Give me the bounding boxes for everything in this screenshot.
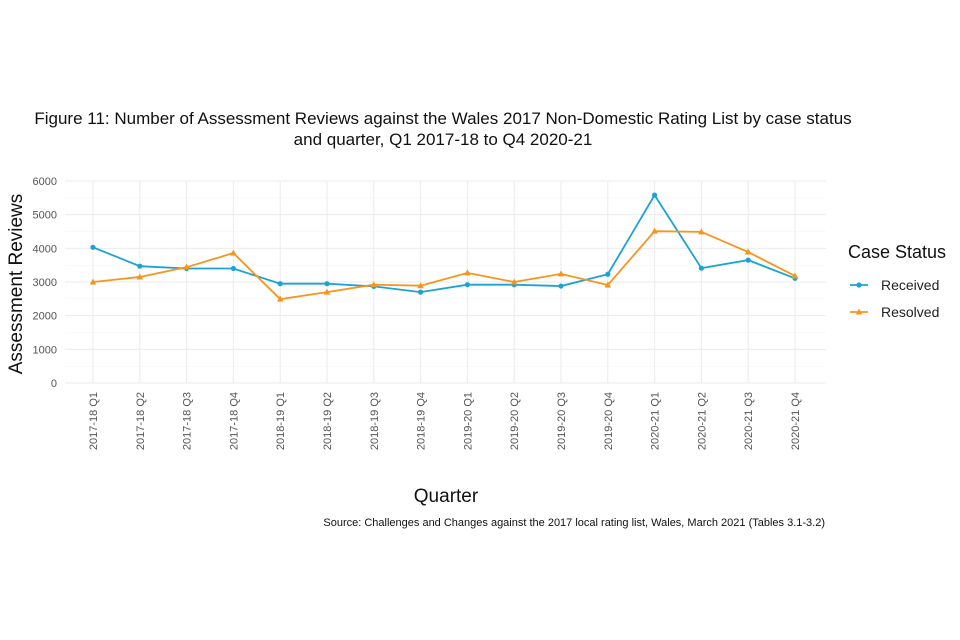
data-point [276,295,284,302]
y-tick-label: 3000 [33,277,57,289]
data-point [277,281,283,287]
y-tick-label: 6000 [33,176,57,188]
y-tick-label: 4000 [33,243,57,255]
data-point [89,278,97,285]
data-point [136,273,144,280]
x-tick-label: 2020-21 Q4 [790,392,802,450]
x-tick-label: 2019-20 Q3 [556,392,568,450]
x-tick-label: 2018-19 Q2 [322,392,334,450]
x-tick-label: 2020-21 Q1 [650,392,662,450]
x-tick-label: 2017-18 Q4 [228,392,240,450]
data-point [791,272,799,279]
x-tick-label: 2019-20 Q1 [462,392,474,450]
x-tick-label: 2018-19 Q3 [369,392,381,450]
data-point [464,282,470,288]
data-point [604,281,612,288]
y-tick-label: 0 [51,378,57,390]
data-point [230,249,237,256]
data-point [557,270,565,277]
x-tick-label: 2019-20 Q2 [509,392,521,450]
data-point [417,282,424,289]
data-point [605,271,611,277]
y-tick-label: 2000 [33,311,57,323]
data-point [698,228,705,235]
legend-key-marker [856,282,862,288]
data-point [744,248,752,255]
data-point [90,244,96,250]
legend-item-label: Resolved [881,304,939,320]
data-point [464,269,471,276]
data-point [510,278,518,285]
x-axis-label: Quarter [414,486,479,507]
data-point [745,257,751,263]
data-point [137,263,143,269]
chart-title-line-2: and quarter, Q1 2017-18 to Q4 2020-21 [294,130,593,149]
x-tick-label: 2017-18 Q3 [182,392,194,450]
y-tick-label: 5000 [33,210,57,222]
data-point [652,192,658,198]
data-point [183,263,190,270]
data-point [230,265,236,272]
x-tick-label: 2018-19 Q1 [275,392,287,450]
source-note: Source: Challenges and Changes against t… [323,517,825,529]
legend-key-marker [855,308,863,315]
x-tick-label: 2017-18 Q1 [88,392,100,450]
y-axis-label: Assessment Reviews [6,194,27,375]
x-tick-label: 2017-18 Q2 [135,392,147,450]
x-tick-label: 2019-20 Q4 [603,392,615,450]
chart-title-line-1: Figure 11: Number of Assessment Reviews … [34,109,851,128]
data-point [558,283,564,289]
data-point [651,227,658,234]
data-point [370,281,378,288]
data-point [324,281,330,287]
x-tick-label: 2020-21 Q3 [743,392,755,450]
legend-item-label: Received [881,277,939,293]
x-tick-label: 2018-19 Q4 [416,392,428,450]
data-point [323,288,331,295]
data-point [418,289,424,295]
series-line [92,193,796,294]
x-tick-label: 2020-21 Q2 [696,392,708,450]
legend-title: Case Status [848,242,946,262]
series-resolved [89,227,799,302]
series-line [92,230,796,301]
data-point [698,265,705,271]
y-tick-label: 1000 [33,344,57,356]
